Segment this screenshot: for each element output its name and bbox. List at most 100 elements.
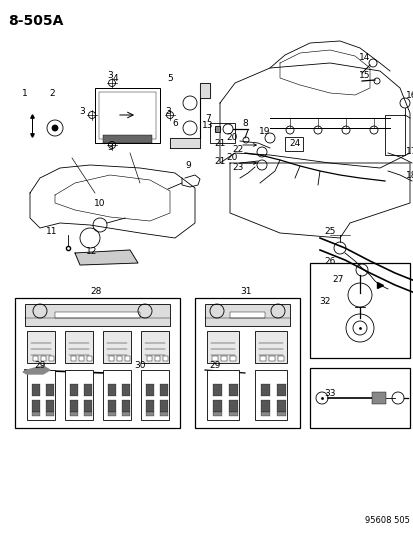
Text: 3: 3 bbox=[165, 107, 171, 116]
Text: 16: 16 bbox=[405, 91, 413, 100]
Bar bbox=[108, 384, 116, 396]
Bar bbox=[108, 400, 116, 412]
Bar bbox=[141, 370, 169, 420]
Bar bbox=[146, 400, 154, 412]
Bar bbox=[55, 312, 140, 318]
Text: 20: 20 bbox=[226, 152, 237, 161]
Bar bbox=[122, 400, 130, 412]
Bar bbox=[214, 126, 219, 132]
Bar bbox=[260, 412, 269, 416]
Bar bbox=[230, 312, 264, 318]
Bar bbox=[260, 384, 269, 396]
Bar bbox=[195, 298, 299, 428]
Bar bbox=[163, 356, 168, 361]
Bar bbox=[228, 400, 237, 412]
Bar bbox=[206, 370, 238, 420]
Bar bbox=[84, 412, 92, 416]
Text: 29: 29 bbox=[34, 360, 45, 369]
Bar bbox=[146, 384, 154, 396]
Bar bbox=[32, 384, 40, 396]
Bar bbox=[103, 135, 152, 143]
Bar bbox=[221, 356, 226, 361]
Bar bbox=[260, 400, 269, 412]
Bar bbox=[71, 356, 76, 361]
Bar bbox=[228, 412, 237, 416]
Bar bbox=[159, 400, 168, 412]
Circle shape bbox=[52, 125, 58, 131]
Bar bbox=[254, 331, 286, 363]
Bar bbox=[122, 412, 130, 416]
Polygon shape bbox=[75, 250, 138, 265]
Text: 19: 19 bbox=[259, 126, 270, 135]
Text: 25: 25 bbox=[323, 227, 335, 236]
Text: 21: 21 bbox=[214, 157, 225, 166]
Bar bbox=[95, 88, 159, 143]
Text: 30: 30 bbox=[134, 360, 145, 369]
Bar bbox=[33, 356, 38, 361]
Bar bbox=[65, 370, 93, 420]
Bar bbox=[309, 368, 409, 428]
Bar bbox=[46, 384, 54, 396]
Text: 8: 8 bbox=[242, 118, 247, 127]
Text: 24: 24 bbox=[289, 139, 300, 148]
Text: 20: 20 bbox=[226, 133, 237, 141]
Text: 33: 33 bbox=[323, 389, 335, 398]
Bar bbox=[154, 356, 159, 361]
Bar bbox=[146, 412, 154, 416]
Text: 31: 31 bbox=[240, 287, 251, 295]
Bar bbox=[384, 115, 404, 155]
Bar bbox=[141, 331, 169, 363]
Bar bbox=[79, 356, 84, 361]
Bar bbox=[276, 412, 285, 416]
Text: 32: 32 bbox=[318, 296, 330, 305]
Bar bbox=[230, 356, 235, 361]
Text: 18: 18 bbox=[405, 171, 413, 180]
Polygon shape bbox=[170, 83, 209, 148]
Text: 9: 9 bbox=[185, 160, 190, 169]
Bar bbox=[27, 331, 55, 363]
Bar bbox=[70, 412, 78, 416]
Bar bbox=[65, 331, 93, 363]
Text: 2: 2 bbox=[49, 88, 55, 98]
Text: 14: 14 bbox=[358, 52, 370, 61]
Bar bbox=[41, 356, 46, 361]
Bar bbox=[159, 412, 168, 416]
Text: 7: 7 bbox=[204, 114, 210, 123]
Bar bbox=[206, 331, 238, 363]
Bar bbox=[32, 412, 40, 416]
Text: 15: 15 bbox=[358, 70, 370, 79]
Text: 23: 23 bbox=[232, 163, 243, 172]
Text: 3: 3 bbox=[79, 107, 85, 116]
Bar bbox=[125, 356, 130, 361]
Bar bbox=[84, 384, 92, 396]
Text: 27: 27 bbox=[332, 274, 343, 284]
Bar bbox=[212, 384, 221, 396]
Text: 3: 3 bbox=[107, 142, 113, 151]
Bar bbox=[103, 331, 131, 363]
Bar bbox=[32, 400, 40, 412]
Text: 22: 22 bbox=[232, 144, 243, 154]
Bar bbox=[268, 356, 274, 361]
Bar bbox=[276, 400, 285, 412]
Bar bbox=[46, 412, 54, 416]
Bar bbox=[259, 356, 266, 361]
Text: 12: 12 bbox=[86, 246, 97, 255]
Bar bbox=[212, 412, 221, 416]
Text: 5: 5 bbox=[167, 74, 173, 83]
Text: 21: 21 bbox=[214, 139, 225, 148]
Bar bbox=[70, 400, 78, 412]
Bar bbox=[25, 304, 170, 326]
Bar bbox=[276, 384, 285, 396]
Text: 8-505A: 8-505A bbox=[8, 14, 63, 28]
Bar bbox=[209, 123, 235, 143]
Bar bbox=[159, 384, 168, 396]
Text: 29: 29 bbox=[209, 360, 220, 369]
Bar bbox=[49, 356, 54, 361]
Bar bbox=[122, 384, 130, 396]
Bar bbox=[284, 137, 302, 151]
Text: 17: 17 bbox=[405, 147, 413, 156]
Text: 3: 3 bbox=[107, 70, 113, 79]
Bar bbox=[254, 370, 286, 420]
Bar bbox=[371, 392, 385, 404]
Bar bbox=[211, 356, 218, 361]
